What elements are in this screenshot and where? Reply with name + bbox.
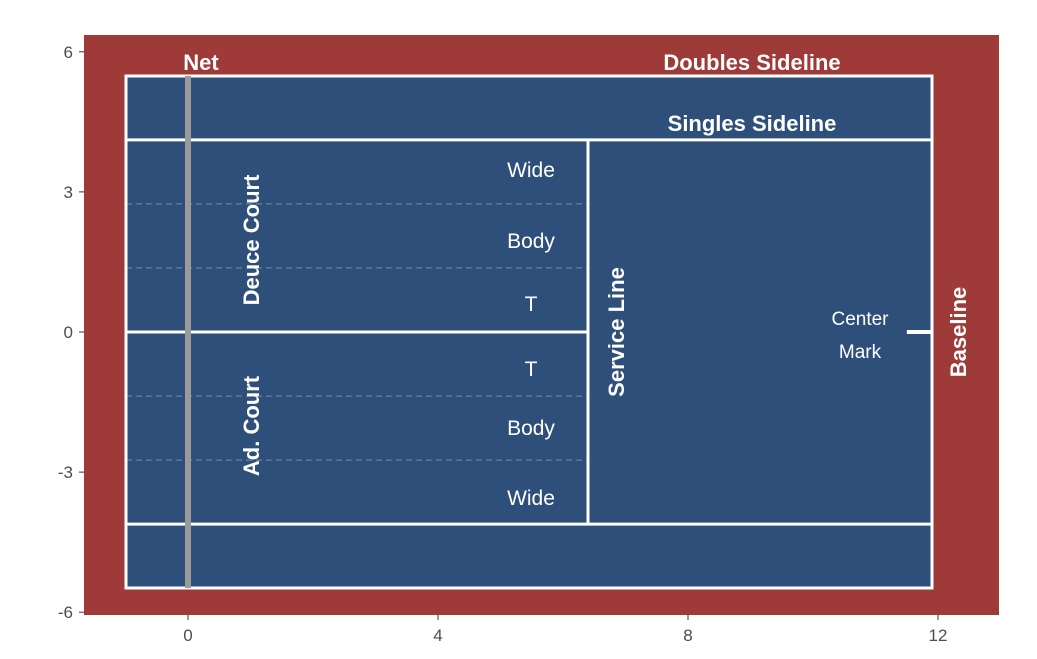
ad-wide-label: Wide	[507, 487, 555, 510]
service-line-label: Service Line	[604, 267, 629, 397]
deuce-wide-label: Wide	[507, 159, 555, 182]
ad-court-label: Ad. Court	[239, 375, 264, 476]
net-label: Net	[183, 50, 219, 75]
x-tick-label: 0	[183, 626, 192, 645]
x-tick-label: 4	[433, 626, 442, 645]
center-mark-label-line2: Mark	[839, 342, 882, 363]
deuce-body-label: Body	[507, 230, 555, 253]
x-tick-label: 12	[929, 626, 948, 645]
baseline-label: Baseline	[946, 287, 971, 378]
x-tick-label: 8	[683, 626, 692, 645]
y-tick-label: 3	[64, 183, 73, 202]
deuce-t-label: T	[525, 293, 538, 316]
doubles-sideline-label: Doubles Sideline	[663, 50, 840, 75]
ad-body-label: Body	[507, 417, 555, 440]
y-tick-label: 6	[64, 43, 73, 62]
ad-t-label: T	[525, 358, 538, 381]
y-tick-label: 0	[64, 323, 73, 342]
y-tick-label: -3	[58, 463, 73, 482]
y-tick-label: -6	[58, 603, 73, 622]
deuce-court-label: Deuce Court	[239, 174, 264, 305]
axes: 0 4 8 12 6 3 0 -3 -6	[58, 43, 948, 645]
center-mark-label-line1: Center	[831, 309, 889, 330]
singles-sideline-label: Singles Sideline	[668, 111, 837, 136]
